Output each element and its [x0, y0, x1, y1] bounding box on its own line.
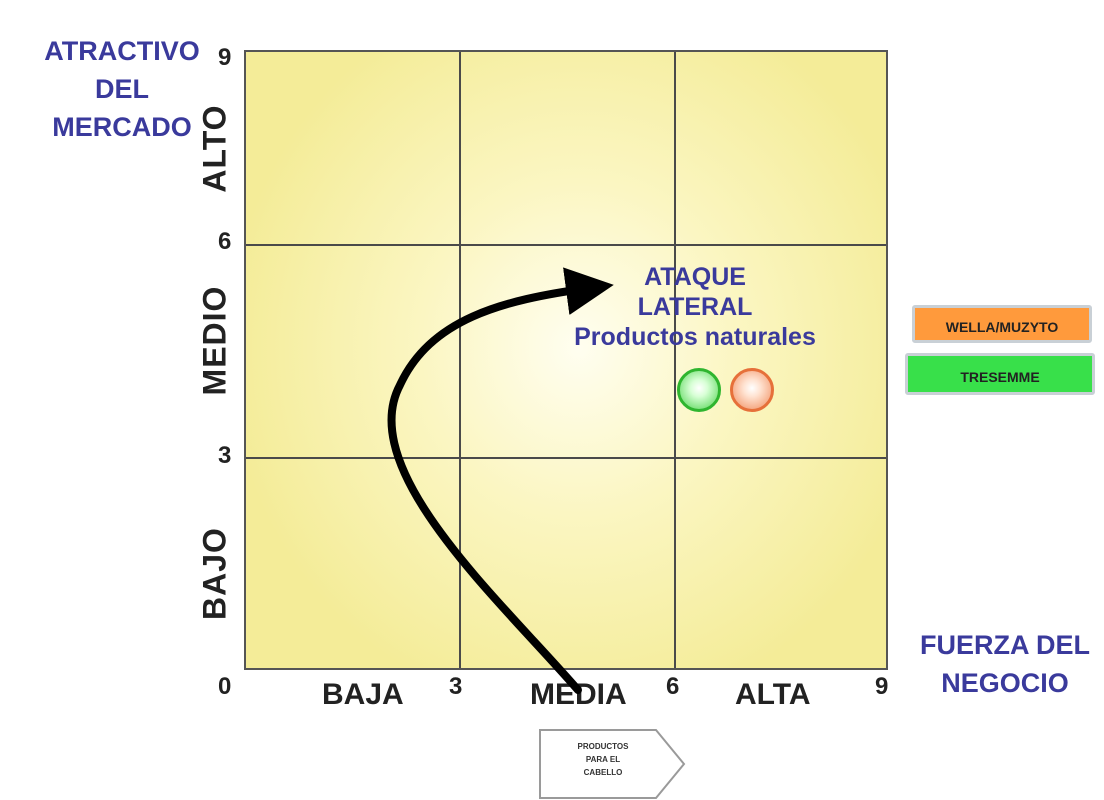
y-tick-6: 6	[218, 228, 232, 255]
y-tick-0: 0	[218, 673, 232, 700]
y-tick-3: 3	[218, 442, 232, 469]
x-axis-title-line-2: NEGOCIO	[941, 668, 1069, 698]
grid-vline-6	[674, 52, 676, 668]
y-axis-title: ATRACTIVO DEL MERCADO	[22, 32, 222, 146]
product-callout-text: PRODUCTOS PARA EL CABELLO	[548, 740, 658, 779]
callout-line-2: PARA EL	[585, 755, 621, 764]
strategy-arrow-path	[387, 267, 614, 694]
x-tick-9: 9	[875, 673, 889, 700]
grid-vline-3	[459, 52, 461, 668]
strategy-label: ATAQUE LATERAL Productos naturales	[560, 262, 830, 352]
y-axis-title-line-2: DEL	[95, 74, 149, 104]
ge-matrix-grid	[244, 50, 888, 670]
grid-hline-6	[246, 244, 886, 246]
strategy-label-line-3: Productos naturales	[574, 323, 816, 351]
callout-line-1: PRODUCTOS	[577, 742, 629, 751]
x-tick-3: 3	[449, 673, 463, 700]
bubble-wella	[730, 368, 774, 412]
y-tick-9: 9	[218, 44, 232, 71]
product-callout-shape	[539, 729, 686, 799]
x-axis-title: FUERZA DEL NEGOCIO	[905, 626, 1104, 702]
grid-hline-3	[246, 457, 886, 459]
x-tick-6: 6	[666, 673, 680, 700]
x-band-media: MEDIA	[530, 678, 627, 711]
strategy-label-line-2: LATERAL	[637, 293, 753, 321]
x-band-baja: BAJA	[322, 678, 404, 711]
y-axis-title-line-1: ATRACTIVO	[44, 36, 200, 66]
x-axis-title-line-1: FUERZA DEL	[920, 630, 1090, 660]
legend-tresemme: TRESEMME	[905, 353, 1095, 395]
strategy-label-line-1: ATAQUE	[644, 263, 746, 291]
x-band-alta: ALTA	[735, 678, 811, 711]
bubble-tresemme	[677, 368, 721, 412]
legend-wella-muzyto: WELLA/MUZYTO	[912, 305, 1092, 343]
y-axis-title-line-3: MERCADO	[52, 112, 192, 142]
callout-line-3: CABELLO	[583, 768, 623, 777]
